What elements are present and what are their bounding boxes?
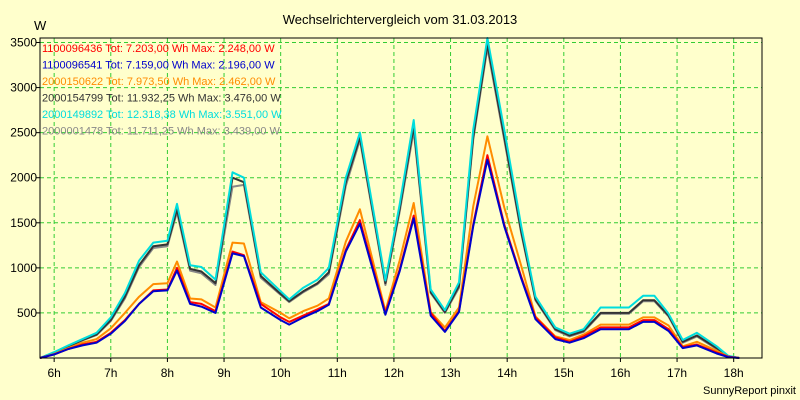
x-tick-label: 6h [47,366,60,380]
x-tick-label: 17h [667,366,687,380]
legend-entry-3: 2000150622 Tot: 7.973,50 Wh Max: 2.462,0… [42,76,276,88]
x-tick-label: 18h [724,366,744,380]
y-tick-label: 500 [17,306,37,320]
legend-entry-5: 2000149892 Tot: 12.318,38 Wh Max: 3.551,… [42,109,282,121]
legend-entry-6: 2000001478 Tot: 11.711,25 Wh Max: 3.439,… [42,126,281,138]
x-tick-label: 9h [217,366,230,380]
y-tick-label: 2000 [10,171,37,185]
series-line-2 [39,158,740,359]
x-tick-label: 13h [441,366,461,380]
series-line-5 [39,37,740,359]
x-tick-label: 14h [497,366,517,380]
y-tick-label: 3500 [10,36,37,50]
x-tick-label: 11h [328,366,347,380]
y-tick-label: 1500 [10,216,37,230]
chart-title: Wechselrichtervergleich vom 31.03.2013 [283,12,518,27]
x-tick-label: 10h [271,366,291,380]
x-tick-label: 7h [104,366,117,380]
y-tick-label: 3000 [10,81,37,95]
legend-entry-4: 2000154799 Tot: 11.932,25 Wh Max: 3.476,… [42,93,281,105]
legend-entry-2: 1100096541 Tot: 7.159,00 Wh Max: 2.196,0… [42,60,275,72]
y-tick-label: 2500 [10,126,37,140]
footer-credit: SunnyReport pinxit [703,385,796,397]
x-tick-label: 12h [384,366,404,380]
x-tick-label: 8h [161,366,174,380]
legend-entry-1: 1100096436 Tot: 7.203,00 Wh Max: 2.248,0… [42,43,275,55]
plot-frame [39,37,763,359]
y-tick-label: 1000 [10,261,37,275]
axes: 6h 7h 8h 9h 10h 11h 12h 13h 14h 15h 16h 17h 18h 500 10… [10,36,763,380]
series-line-4 [39,43,740,359]
x-tick-label: 15h [554,366,574,380]
series-lines [39,37,740,359]
legend: 1100096436 Tot: 7.203,00 Wh Max: 2.248,0… [42,43,282,138]
y-axis-label: W [34,18,47,33]
x-tick-label: 16h [610,366,630,380]
